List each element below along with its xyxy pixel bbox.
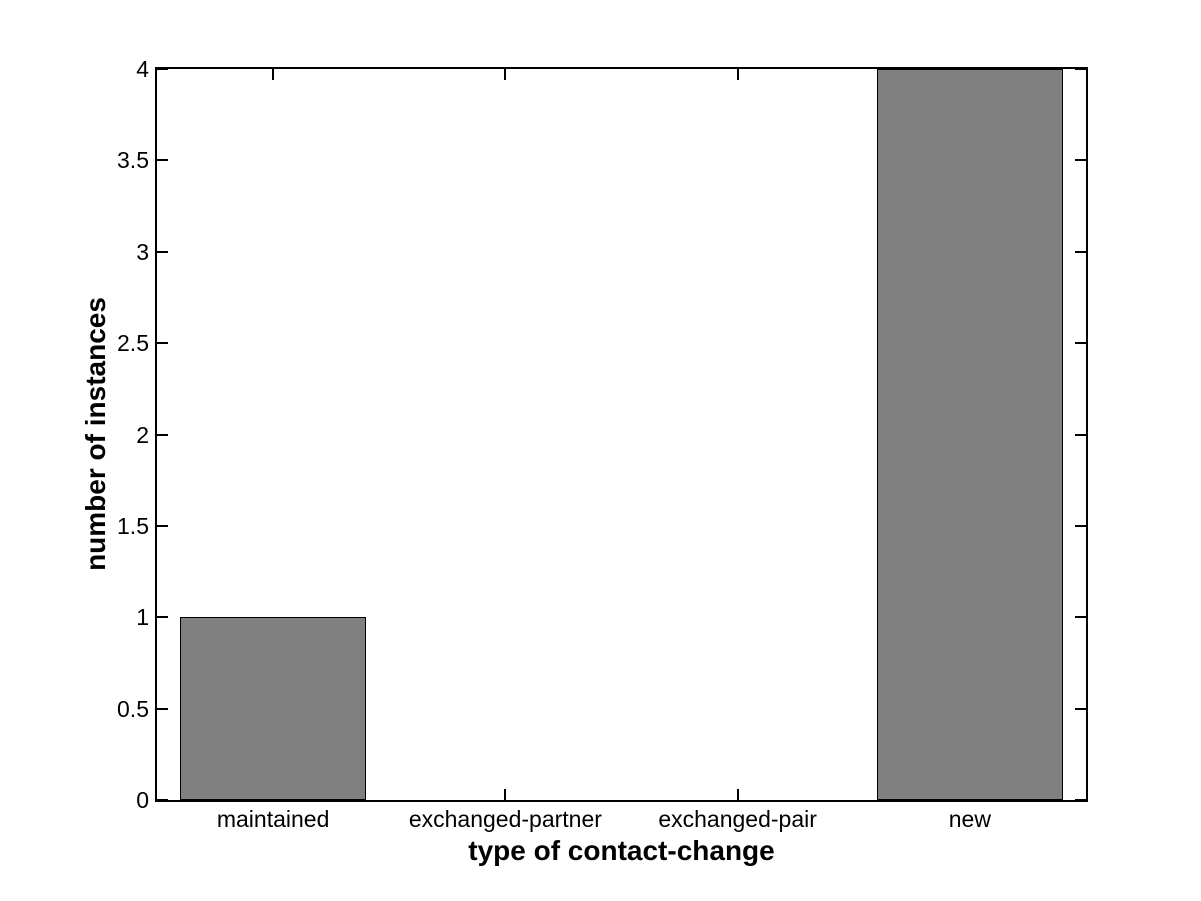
y-tick-label: 0 — [136, 787, 149, 813]
x-tick-top — [736, 69, 739, 80]
y-tick-left — [157, 433, 168, 436]
y-tick-right — [1075, 799, 1086, 801]
y-tick-left — [157, 524, 168, 527]
plot-area — [155, 67, 1088, 802]
y-tick-left — [157, 250, 168, 253]
y-tick-left — [157, 707, 168, 710]
y-tick-right — [1075, 342, 1086, 345]
y-tick-left — [157, 159, 168, 162]
y-tick-label: 3.5 — [117, 147, 149, 174]
x-tick-label: exchanged-partner — [408, 806, 602, 832]
y-tick-label: 2.5 — [117, 330, 149, 357]
y-tick-right — [1075, 68, 1086, 70]
x-tick-bottom — [736, 789, 739, 800]
y-tick-right — [1075, 524, 1086, 527]
y-tick-label: 1.5 — [117, 512, 149, 539]
y-tick-label: 0.5 — [117, 695, 149, 722]
y-tick-left — [157, 342, 168, 345]
bar-maintained — [180, 617, 366, 800]
x-tick-top — [272, 69, 275, 80]
x-tick-label: exchanged-pair — [658, 806, 817, 832]
y-tick-label: 3 — [136, 238, 149, 265]
y-tick-right — [1075, 707, 1086, 710]
y-tick-label: 4 — [136, 56, 149, 82]
bar-new — [877, 69, 1063, 800]
y-tick-label: 2 — [136, 421, 149, 448]
x-axis-title: type of contact-change — [468, 835, 775, 866]
y-tick-left — [157, 616, 168, 619]
y-tick-right — [1075, 433, 1086, 436]
y-tick-right — [1075, 250, 1086, 253]
y-tick-left — [157, 68, 168, 70]
y-tick-right — [1075, 616, 1086, 619]
y-tick-left — [157, 799, 168, 801]
x-tick-top — [504, 69, 507, 80]
x-tick-bottom — [504, 789, 507, 800]
x-tick-label: new — [948, 806, 991, 832]
y-tick-label: 1 — [136, 604, 149, 631]
x-tick-label: maintained — [216, 806, 330, 832]
y-tick-right — [1075, 159, 1086, 162]
